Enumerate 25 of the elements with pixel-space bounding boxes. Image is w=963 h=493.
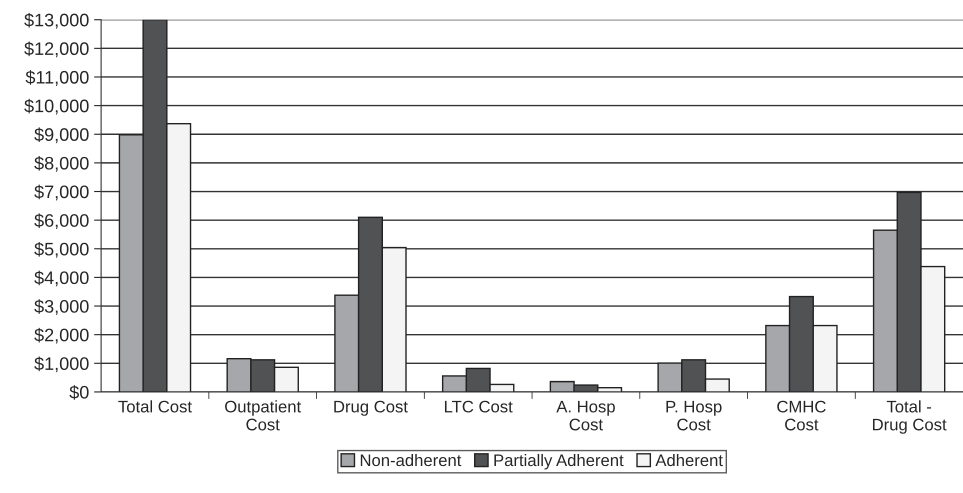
legend-label: Adherent bbox=[655, 454, 723, 466]
legend-label: Partially Adherent bbox=[494, 454, 624, 470]
y-tick-label: $0 bbox=[69, 385, 89, 400]
x-tick-label: A. Hosp Cost bbox=[556, 400, 615, 430]
y-tick-label: $2,000 bbox=[34, 328, 89, 344]
y-tick-label: $7,000 bbox=[34, 184, 89, 200]
x-tick-label: Outpatient Cost bbox=[225, 400, 302, 430]
x-tick-label: LTC Cost bbox=[444, 400, 513, 413]
y-tick-label: $6,000 bbox=[34, 213, 89, 229]
y-tick-label: $1,000 bbox=[34, 356, 89, 372]
x-tick-label: P. Hosp Cost bbox=[666, 400, 722, 430]
y-tick-label: $10,000 bbox=[24, 98, 89, 114]
y-tick-label: $9,000 bbox=[34, 127, 89, 144]
y-tick-label: $4,000 bbox=[34, 270, 89, 286]
x-tick-label: Drug Cost bbox=[334, 400, 408, 416]
y-tick-label: $12,000 bbox=[24, 42, 89, 58]
y-tick-label: $13,000 bbox=[24, 12, 89, 29]
x-tick-label: Total - Drug Cost bbox=[872, 400, 947, 434]
y-tick-label: $8,000 bbox=[34, 156, 89, 172]
x-tick-label: CMHC Cost bbox=[777, 400, 826, 430]
y-tick-label: $3,000 bbox=[34, 299, 89, 315]
x-tick-label: Total Cost bbox=[118, 400, 192, 413]
y-tick-label: $5,000 bbox=[34, 242, 89, 258]
y-tick-label: $11,000 bbox=[26, 70, 89, 86]
legend-label: Non-adherent bbox=[360, 454, 462, 466]
